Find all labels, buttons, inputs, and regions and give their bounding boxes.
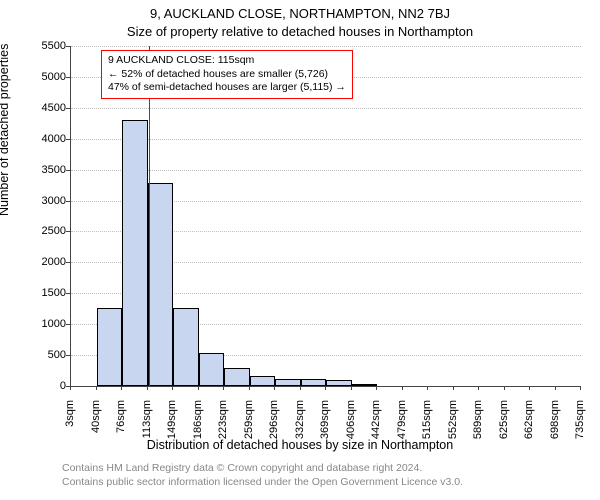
xtick-mark [402, 386, 403, 390]
ytick-label: 4500 [6, 102, 66, 114]
xtick-label: 40sqm [90, 400, 102, 460]
xtick-mark [580, 386, 581, 390]
histogram-bar [224, 368, 250, 386]
xtick-label: 406sqm [345, 400, 357, 460]
ytick-label: 1500 [6, 287, 66, 299]
ytick-label: 1000 [6, 318, 66, 330]
xtick-label: 698sqm [549, 400, 561, 460]
xtick-label: 589sqm [472, 400, 484, 460]
xtick-label: 442sqm [370, 400, 382, 460]
xtick-label: 296sqm [268, 400, 280, 460]
xtick-label: 552sqm [447, 400, 459, 460]
xtick-label: 149sqm [166, 400, 178, 460]
xtick-mark [325, 386, 326, 390]
ytick-mark [66, 355, 70, 356]
xtick-label: 735sqm [574, 400, 586, 460]
xtick-label: 76sqm [115, 400, 127, 460]
xtick-mark [147, 386, 148, 390]
xtick-mark [376, 386, 377, 390]
ytick-label: 3500 [6, 164, 66, 176]
grid-line [71, 46, 581, 47]
grid-line [71, 170, 581, 171]
chart-title-sub: Size of property relative to detached ho… [0, 24, 600, 39]
xtick-mark [453, 386, 454, 390]
footnote-line-1: Contains HM Land Registry data © Crown c… [62, 462, 422, 474]
ytick-label: 3000 [6, 195, 66, 207]
annotation-line: 9 AUCKLAND CLOSE: 115sqm [108, 54, 346, 68]
xtick-mark [427, 386, 428, 390]
ytick-mark [66, 324, 70, 325]
xtick-label: 369sqm [319, 400, 331, 460]
ytick-label: 2000 [6, 256, 66, 268]
annotation-line: 47% of semi-detached houses are larger (… [108, 81, 346, 95]
xtick-mark [70, 386, 71, 390]
ytick-label: 5000 [6, 71, 66, 83]
histogram-bar [352, 384, 378, 386]
histogram-bar [301, 379, 327, 386]
xtick-mark [555, 386, 556, 390]
xtick-mark [96, 386, 97, 390]
ytick-label: 500 [6, 349, 66, 361]
grid-line [71, 139, 581, 140]
histogram-bar [250, 376, 276, 386]
chart-title-main: 9, AUCKLAND CLOSE, NORTHAMPTON, NN2 7BJ [0, 6, 600, 21]
plot-area: 9 AUCKLAND CLOSE: 115sqm← 52% of detache… [70, 46, 581, 387]
histogram-bar [97, 308, 123, 386]
xtick-mark [172, 386, 173, 390]
xtick-mark [504, 386, 505, 390]
footnote-line-2: Contains public sector information licen… [62, 476, 463, 488]
ytick-mark [66, 108, 70, 109]
histogram-bar [173, 308, 199, 386]
xtick-mark [198, 386, 199, 390]
xtick-mark [249, 386, 250, 390]
ytick-mark [66, 231, 70, 232]
annotation-box: 9 AUCKLAND CLOSE: 115sqm← 52% of detache… [101, 50, 353, 99]
ytick-mark [66, 139, 70, 140]
xtick-label: 625sqm [498, 400, 510, 460]
xtick-label: 515sqm [421, 400, 433, 460]
xtick-mark [351, 386, 352, 390]
xtick-mark [529, 386, 530, 390]
histogram-bar [326, 380, 352, 386]
y-axis-label: Number of detached properties [0, 44, 11, 216]
histogram-bar [275, 379, 301, 386]
ytick-mark [66, 293, 70, 294]
xtick-mark [478, 386, 479, 390]
annotation-line: ← 52% of detached houses are smaller (5,… [108, 68, 346, 82]
xtick-mark [223, 386, 224, 390]
ytick-label: 4000 [6, 133, 66, 145]
histogram-bar [122, 120, 148, 386]
ytick-label: 0 [6, 380, 66, 392]
xtick-label: 186sqm [192, 400, 204, 460]
xtick-mark [300, 386, 301, 390]
ytick-label: 2500 [6, 225, 66, 237]
ytick-mark [66, 170, 70, 171]
ytick-mark [66, 46, 70, 47]
ytick-label: 5500 [6, 40, 66, 52]
xtick-mark [274, 386, 275, 390]
xtick-label: 662sqm [523, 400, 535, 460]
xtick-label: 259sqm [243, 400, 255, 460]
histogram-bar [199, 353, 225, 386]
histogram-bar [148, 183, 174, 386]
xtick-mark [121, 386, 122, 390]
xtick-label: 113sqm [141, 400, 153, 460]
ytick-mark [66, 77, 70, 78]
xtick-label: 223sqm [217, 400, 229, 460]
ytick-mark [66, 201, 70, 202]
grid-line [71, 108, 581, 109]
xtick-label: 3sqm [64, 400, 76, 460]
ytick-mark [66, 262, 70, 263]
xtick-label: 479sqm [396, 400, 408, 460]
xtick-label: 332sqm [294, 400, 306, 460]
